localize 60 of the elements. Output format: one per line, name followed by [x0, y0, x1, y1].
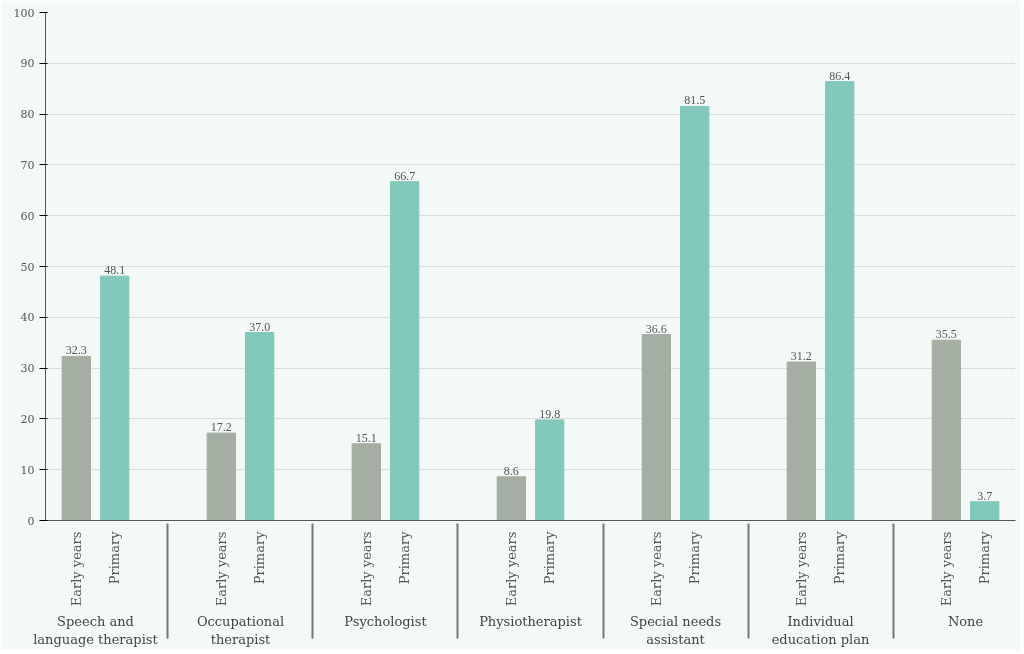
data-label: 37.0 [249, 319, 271, 334]
y-tick-label: 60 [20, 209, 35, 223]
data-label: 86.4 [829, 68, 851, 83]
x-tick-label: None [947, 614, 984, 630]
text: Early years [648, 531, 664, 607]
y-tick-label: 100 [13, 6, 35, 20]
bar [641, 334, 672, 521]
text: Early years [503, 531, 519, 607]
data-label: 19.8 [539, 406, 561, 421]
x-tick-label: Physiotherapist [479, 614, 583, 630]
data-label: 66.7 [394, 168, 416, 183]
text: Primary [687, 531, 703, 585]
text: Early years [793, 531, 809, 607]
y-tick-label: 70 [20, 158, 35, 172]
bar [389, 181, 420, 521]
x-tick-label: Psychologist [344, 614, 428, 630]
text: Primary [107, 530, 123, 585]
bar [496, 476, 526, 521]
data-label: 32.3 [65, 343, 87, 358]
data-label: 8.6 [503, 463, 519, 478]
data-label: 81.5 [684, 93, 706, 108]
bar [786, 361, 817, 521]
data-label: 31.2 [790, 349, 812, 363]
y-tick-label: 10 [20, 463, 35, 477]
bar [931, 339, 962, 521]
text: Early years [213, 531, 229, 607]
x-tick-label: Special needs assistant [629, 614, 722, 648]
bar [535, 419, 565, 521]
bar [244, 332, 275, 521]
data-label: 35.5 [935, 327, 957, 342]
bar [970, 501, 1000, 521]
data-label: 17.2 [210, 420, 232, 435]
y-tick-label: 80 [20, 108, 35, 122]
text: Early years [358, 531, 374, 607]
bar [206, 432, 236, 521]
text: Early years [68, 531, 84, 607]
y-tick-label: 30 [20, 362, 35, 376]
text: Primary [252, 531, 268, 585]
y-tick-label: 20 [20, 412, 35, 426]
text: Primary [977, 531, 993, 585]
text: Early years [938, 531, 954, 607]
bar [351, 443, 381, 521]
y-tick-label: 40 [20, 311, 35, 325]
y-tick-label: 0 [27, 514, 35, 528]
data-label: 36.6 [645, 321, 667, 336]
data-label: 15.1 [355, 430, 377, 445]
y-tick-label: 90 [20, 57, 35, 71]
data-label: 48.1 [104, 263, 126, 278]
bar [680, 105, 710, 521]
bar [61, 355, 91, 521]
x-tick-label: Individual education plan [771, 614, 871, 648]
y-tick-label: 50 [20, 260, 35, 274]
text: Primary [397, 531, 413, 585]
x-tick-label: Occupational therapist [196, 614, 285, 648]
x-tick-label: Speech and language therapist [33, 614, 159, 648]
bar [99, 275, 130, 521]
text: Primary [832, 531, 848, 585]
bar [825, 81, 855, 521]
data-label: 3.7 [977, 488, 993, 503]
text: Primary [542, 531, 558, 585]
